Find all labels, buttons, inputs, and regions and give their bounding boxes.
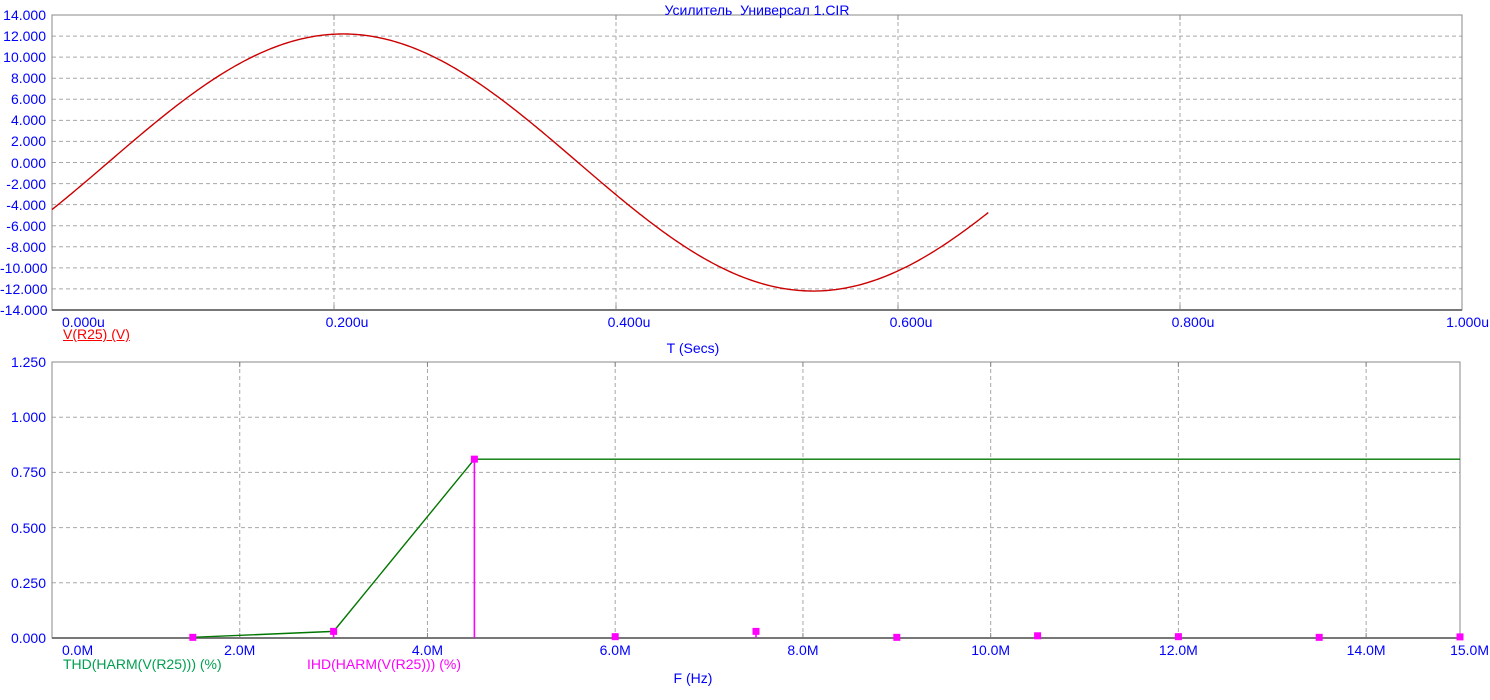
y-tick-label: 8.000 [10,70,46,87]
thd-curve [192,458,1460,639]
y-tick-label: -14.000 [0,302,48,318]
y-tick-label: -6.000 [6,217,46,234]
y-tick-label: 2.000 [10,133,46,150]
y-tick-label: 1.250 [10,354,46,370]
x-tick-label: 0.200u [325,314,369,330]
legend-thd[interactable]: THD(HARM(V(R25))) (%) [63,656,222,672]
x-tick-label: 0.400u [607,314,651,330]
x-tick-label: 15.0M [1450,642,1489,658]
ihd-marker [330,627,338,635]
x-axis-label-freq: F (Hz) [673,670,713,686]
x-tick-label: 4.0M [411,642,444,658]
y-tick-label: -10.000 [0,259,48,276]
x-tick-label: 8.0M [787,642,819,658]
x-tick-label: 6.0M [599,642,631,658]
y-tick-label: 0.750 [10,464,46,481]
plot-border [51,361,1461,639]
x-tick-label: 0.000u [62,314,105,330]
ihd-marker [470,455,478,463]
y-tick-label: 14.000 [3,7,46,23]
y-tick-label: -4.000 [6,196,46,213]
legend-vr25[interactable]: V(R25) (V) [63,326,130,342]
ihd-marker [893,633,901,641]
ihd-marker [611,633,619,641]
x-tick-label: 2.0M [224,642,256,658]
x-axis-label-time: T (Secs) [666,340,720,356]
ihd-marker [1315,633,1323,641]
x-tick-label: 1.000u [1446,314,1489,330]
ihd-marker [189,633,197,641]
ihd-marker [752,627,760,635]
y-tick-label: 4.000 [10,112,46,129]
y-tick-label: 0.500 [10,519,46,536]
chart-title: Усилитель Универсал 1.CIR [664,2,850,18]
y-tick-label: 0.250 [10,574,46,591]
x-tick-label: 14.0M [1346,642,1386,658]
legend-ihd[interactable]: IHD(HARM(V(R25))) (%) [307,656,461,672]
y-tick-label: 12.000 [3,28,46,45]
ihd-marker [1174,633,1182,641]
y-tick-label: -2.000 [6,175,46,192]
y-tick-label: 6.000 [10,91,46,108]
x-tick-label: 10.0M [971,642,1011,658]
ihd-marker [1456,633,1464,641]
y-tick-label: 0.000 [10,630,46,646]
vr25-sine-curve [51,33,989,292]
x-tick-label: 0.0M [62,642,94,658]
x-tick-label: 0.600u [889,314,933,330]
y-tick-label: -12.000 [0,280,48,297]
y-tick-label: 10.000 [3,49,46,66]
y-tick-label: 0.000 [10,154,46,171]
x-tick-label: 0.800u [1171,314,1215,330]
y-tick-label: -8.000 [6,238,46,255]
ihd-marker [1034,632,1042,640]
x-tick-label: 12.0M [1158,642,1198,658]
y-tick-label: 1.000 [10,409,46,426]
